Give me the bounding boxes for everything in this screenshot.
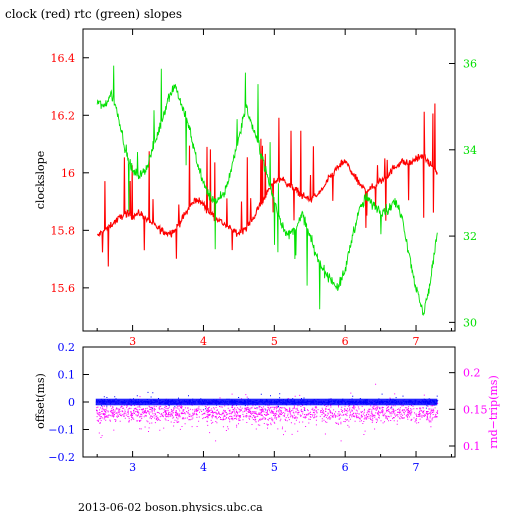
- offset-dense-band: [95, 398, 438, 406]
- bottom-xtick-label: 7: [413, 461, 420, 474]
- series-line-clock: [97, 103, 438, 267]
- footer-text: 2013-06-02 boson.physics.ubc.ca: [78, 501, 263, 512]
- top-xtick-label: 3: [129, 335, 136, 348]
- top-y2tick-label: 36: [463, 58, 477, 71]
- bottom-xtick-label: 4: [200, 461, 207, 474]
- bottom-y2tick-label: 0.1: [463, 440, 481, 453]
- top-ylabel: clockslope: [34, 151, 47, 209]
- top-xtick-label: 6: [342, 335, 349, 348]
- top-ytick-label: 16: [61, 167, 75, 180]
- top-ytick-label: 16.4: [51, 52, 76, 65]
- top-y2tick-label: 34: [463, 144, 477, 157]
- top-ytick-label: 15.6: [51, 282, 76, 295]
- bottom-ytick-label: 0: [68, 396, 75, 409]
- series-line-rtc: [96, 65, 438, 316]
- top-xtick-label: 7: [413, 335, 420, 348]
- top-y2tick-label: 30: [463, 316, 477, 329]
- bottom-xtick-label: 6: [342, 461, 349, 474]
- top-xtick-label: 5: [271, 335, 278, 348]
- bottom-ytick-label: 0.1: [58, 369, 76, 382]
- bottom-xtick-label: 3: [129, 461, 136, 474]
- bottom-ytick-label: −0.2: [48, 451, 75, 464]
- bottom-series-group: [95, 383, 439, 442]
- bottom-ticks-group: 3 4 5 6 7 −0.2 −0.1 0 0.1 0.2 0.1 0.15 0.2: [48, 341, 487, 474]
- top-ytick-label: 15.8: [51, 224, 76, 237]
- bottom-ylabel: offset(ms): [34, 373, 47, 429]
- top-y2tick-label: 32: [463, 230, 477, 243]
- top-xtick-label: 4: [200, 335, 207, 348]
- bottom-y2tick-label: 0.2: [463, 367, 481, 380]
- bottom-ytick-label: −0.1: [48, 424, 75, 437]
- bottom-ylabel-right: rnd−trip(ms): [487, 375, 500, 449]
- chart-title: clock (red) rtc (green) slopes: [5, 7, 182, 21]
- bottom-y2tick-label: 0.15: [463, 403, 488, 416]
- top-ytick-label: 16.2: [51, 109, 76, 122]
- top-series-group: [96, 65, 438, 316]
- bottom-xtick-label: 5: [271, 461, 278, 474]
- bottom-panel: 3 4 5 6 7 −0.2 −0.1 0 0.1 0.2 0.1 0.15 0.2 offset(ms…: [34, 341, 500, 474]
- series-points-rnd-trip: [96, 383, 439, 442]
- top-plot-frame: [82, 28, 456, 332]
- bottom-ytick-label: 0.2: [58, 341, 76, 354]
